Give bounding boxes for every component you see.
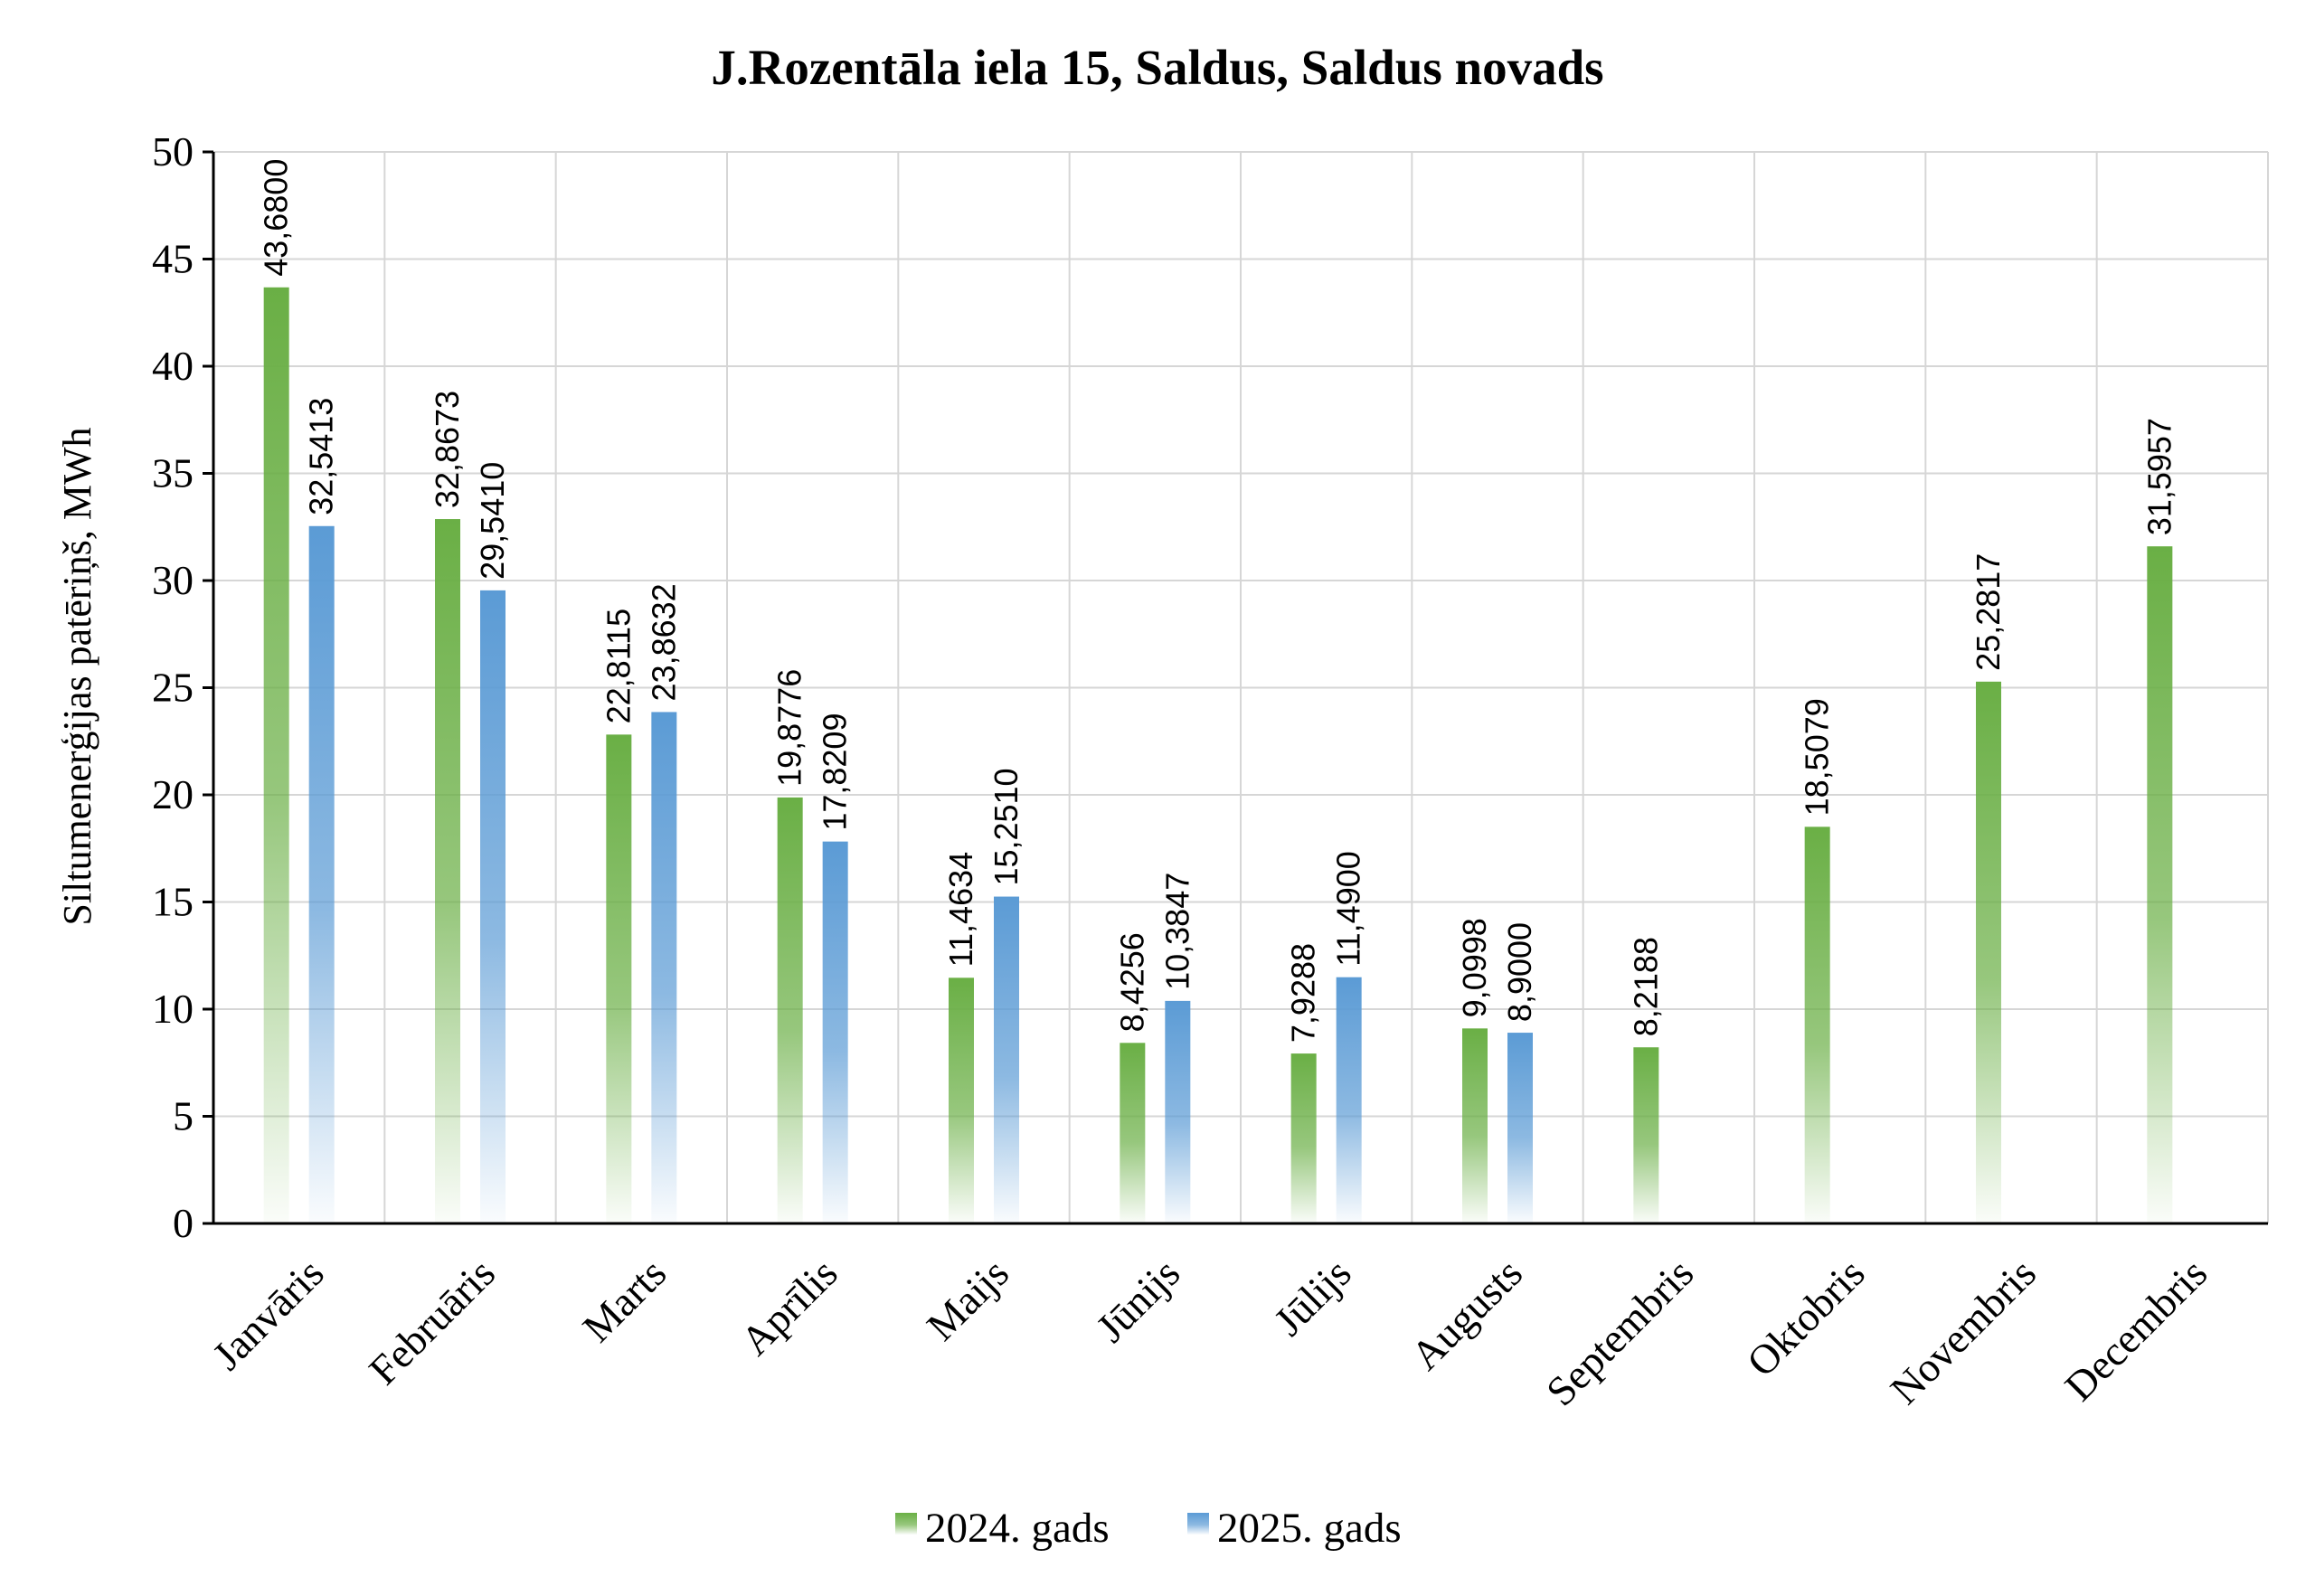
legend-item-2024[interactable]: 2024. gads	[895, 1505, 1110, 1552]
y-tick-label: 0	[173, 1200, 194, 1246]
data-label: 7,9288	[1285, 943, 1322, 1043]
chart-title: J.Rozentāla iela 15, Saldus, Saldus nova…	[711, 40, 1603, 95]
x-tick-label: Jūlijs	[1265, 1250, 1360, 1345]
bar-2025-2	[651, 712, 677, 1223]
legend-swatch	[1187, 1513, 1209, 1535]
bar-2024-11	[2147, 546, 2173, 1223]
x-tick-label: Marts	[573, 1250, 675, 1351]
bar-2024-7	[1462, 1028, 1488, 1223]
data-label: 18,5079	[1799, 698, 1836, 816]
bar-2024-5	[1120, 1043, 1146, 1223]
y-tick-label: 45	[152, 236, 194, 282]
data-label: 22,8115	[600, 609, 637, 723]
data-label: 17,8209	[817, 713, 854, 831]
gridlines	[213, 151, 2269, 1223]
x-tick-label: Janvāris	[203, 1250, 333, 1379]
y-tick-label: 35	[152, 450, 194, 496]
data-label: 10,3847	[1158, 873, 1195, 990]
data-labels: 43,6800 32,8673 22,8115 19,8776 11,4634 8,425…	[258, 159, 2178, 1043]
bar-2025-4	[994, 896, 1019, 1223]
legend-item-2025[interactable]: 2025. gads	[1187, 1505, 1402, 1552]
bar-2025-5	[1165, 1000, 1191, 1223]
data-label: 11,4900	[1330, 851, 1367, 966]
legend-label: 2024. gads	[925, 1505, 1110, 1552]
x-tick-label: Maijs	[918, 1250, 1017, 1349]
bar-2025-0	[308, 525, 335, 1223]
bar-2024-6	[1290, 1053, 1317, 1223]
data-label: 23,8632	[645, 583, 682, 701]
data-label: 11,4634	[942, 852, 979, 967]
bar-2024-4	[949, 977, 974, 1223]
y-axis-title: Siltumenerģijas patēriņš, MWh	[55, 427, 99, 925]
y-tick-label: 5	[173, 1093, 194, 1139]
data-label: 19,8776	[771, 669, 808, 787]
data-label: 15,2510	[987, 768, 1025, 885]
x-tick-label: Oktobris	[1738, 1250, 1874, 1385]
x-tick-label: Februāris	[360, 1250, 504, 1393]
data-label: 8,9000	[1501, 922, 1538, 1022]
legend-swatch	[895, 1513, 917, 1535]
x-tick-label: Aprīlis	[732, 1250, 846, 1364]
data-label: 31,5957	[2140, 418, 2178, 535]
data-label: 29,5410	[474, 462, 511, 580]
data-label: 43,6800	[258, 159, 295, 277]
bar-2024-1	[435, 519, 460, 1223]
x-tick-label: Novembris	[1881, 1250, 2045, 1413]
bar-2024-2	[606, 734, 632, 1223]
legend-label: 2025. gads	[1217, 1505, 1402, 1552]
data-label: 9,0998	[1456, 918, 1493, 1017]
bar-2025-7	[1507, 1033, 1533, 1223]
y-tick-label: 10	[152, 986, 194, 1032]
y-tick-label: 25	[152, 665, 194, 711]
bar-2025-1	[480, 590, 506, 1223]
bars	[263, 287, 2173, 1224]
bar-2024-3	[777, 797, 803, 1223]
bar-2024-9	[1804, 826, 1830, 1223]
data-label: 8,2188	[1627, 937, 1664, 1036]
y-tick-label: 40	[152, 343, 194, 389]
bar-2024-8	[1633, 1047, 1659, 1223]
data-label: 25,2817	[1970, 553, 2007, 671]
y-tick-label: 50	[152, 128, 194, 175]
bar-2024-0	[263, 287, 289, 1224]
x-tick-label: Augusts	[1402, 1250, 1531, 1379]
y-tick-label: 20	[152, 771, 194, 817]
axes: 0 5 10 15 20 25 30 35 40 45 50 Janvāris Februāris Mar…	[152, 128, 2268, 1414]
x-tick-label: Decembris	[2055, 1250, 2216, 1410]
y-tick-label: 30	[152, 557, 194, 603]
data-label: 32,8673	[429, 391, 466, 508]
data-label: 8,4256	[1113, 932, 1150, 1032]
bar-2025-6	[1336, 977, 1362, 1223]
x-tick-label: Jūnijs	[1087, 1250, 1188, 1351]
y-tick-label: 15	[152, 879, 194, 925]
bar-2025-3	[822, 841, 848, 1223]
legend[interactable]: 2024. gads 2025. gads	[895, 1505, 1402, 1552]
bar-2024-10	[1976, 681, 2001, 1223]
x-tick-label: Septembris	[1537, 1250, 1702, 1414]
data-label: 32,5413	[303, 398, 340, 515]
